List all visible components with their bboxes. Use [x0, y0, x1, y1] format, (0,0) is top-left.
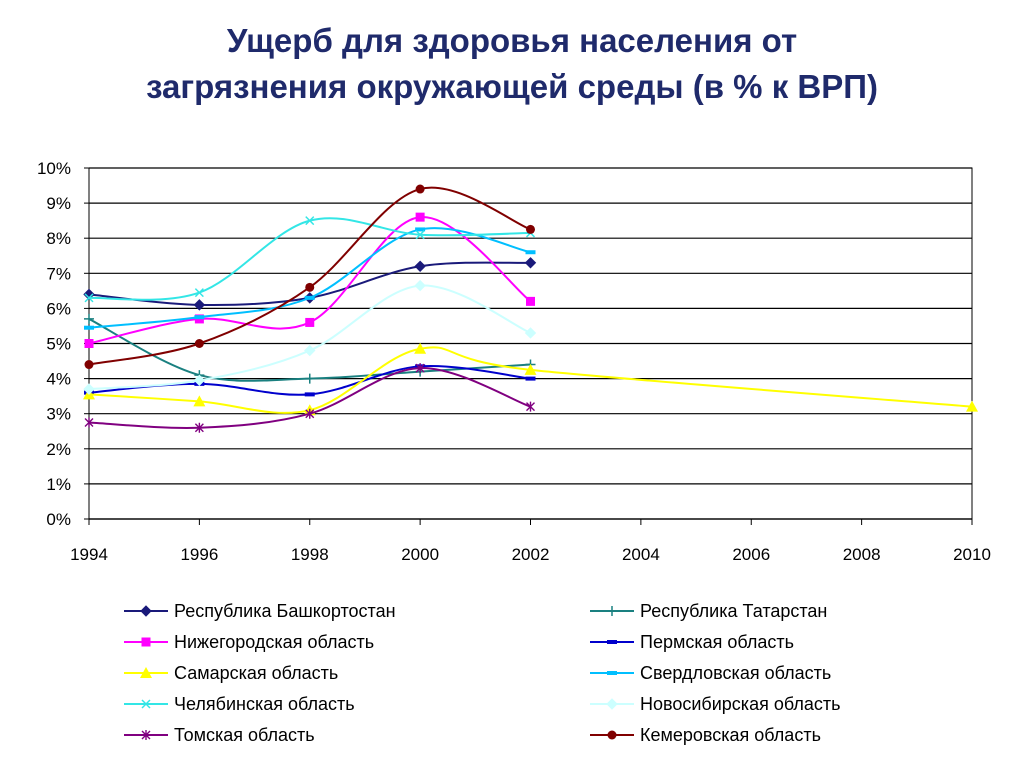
legend-label: Республика Татарстан: [640, 601, 827, 621]
legend-label: Пермская область: [640, 632, 794, 652]
x-tick-label: 2006: [732, 545, 770, 564]
data-point: [607, 671, 617, 675]
data-point: [141, 730, 151, 740]
x-tick-label: 1994: [70, 545, 108, 564]
data-point: [607, 640, 617, 644]
data-point: [84, 313, 94, 324]
data-point: [304, 392, 315, 397]
x-tick-label: 2000: [401, 545, 439, 564]
data-point: [84, 325, 94, 330]
data-point: [305, 408, 315, 419]
data-point: [84, 293, 94, 303]
data-point: [414, 342, 427, 354]
data-point: [526, 224, 535, 234]
data-point: [415, 363, 425, 374]
y-tick-label: 9%: [46, 194, 71, 213]
data-point: [606, 698, 618, 710]
x-tick-label: 1998: [291, 545, 329, 564]
y-tick-label: 6%: [46, 299, 71, 318]
data-point: [525, 376, 536, 381]
x-tick-label: 2004: [622, 545, 660, 564]
data-point: [966, 400, 978, 412]
data-point: [414, 279, 426, 292]
legend-item: Республика Татарстан: [590, 601, 827, 621]
legend-item: Пермская область: [590, 632, 794, 652]
legend-label: Республика Башкортостан: [174, 601, 396, 621]
data-point: [607, 606, 617, 616]
data-point: [84, 360, 94, 370]
x-tick-label: 2002: [512, 545, 550, 564]
data-point: [84, 417, 94, 428]
legend-item: Челябинская область: [124, 694, 355, 714]
data-point: [141, 637, 151, 647]
data-point: [415, 212, 425, 222]
y-tick-label: 7%: [46, 264, 71, 283]
x-tick-label: 2010: [953, 545, 991, 564]
series-8: [83, 279, 537, 395]
data-point: [415, 230, 425, 240]
series-10: [84, 184, 535, 370]
chart-title-line-2: загрязнения окружающей среды (в % к ВРП): [146, 68, 878, 105]
data-point: [305, 282, 315, 292]
x-tick-label: 2008: [843, 545, 881, 564]
legend-item: Нижегородская область: [124, 632, 374, 652]
data-point: [194, 288, 204, 298]
legend-item: Самарская область: [124, 663, 338, 683]
y-tick-label: 3%: [46, 405, 71, 424]
data-point: [305, 216, 315, 226]
series-9: [84, 363, 535, 433]
legend-item: Томская область: [124, 725, 315, 745]
data-point: [526, 296, 535, 306]
data-point: [607, 730, 617, 740]
y-tick-label: 1%: [46, 475, 71, 494]
data-point: [83, 383, 95, 395]
data-point: [194, 339, 204, 348]
data-point: [414, 260, 426, 272]
data-point: [415, 184, 425, 194]
legend-item: Новосибирская область: [590, 694, 841, 714]
legend-label: Томская область: [174, 725, 315, 745]
legend-item: Республика Башкортостан: [124, 601, 396, 621]
data-point: [304, 373, 315, 384]
chart-title-line-1: Ущерб для здоровья населения от: [226, 22, 798, 59]
data-point: [193, 374, 206, 387]
data-point: [304, 295, 315, 300]
legend-label: Челябинская область: [174, 694, 355, 714]
data-point: [194, 315, 205, 320]
legend: Республика Башкортостан Республика Татарс…: [124, 601, 841, 745]
legend-label: Кемеровская область: [640, 725, 821, 745]
chart-title: Ущерб для здоровья населения от загрязне…: [0, 18, 1024, 110]
data-point: [84, 339, 94, 348]
y-tick-label: 5%: [46, 335, 71, 354]
data-point: [140, 667, 152, 678]
data-point: [141, 699, 151, 709]
data-point: [304, 344, 316, 357]
data-point: [193, 395, 206, 407]
legend-item: Свердловская область: [590, 663, 831, 683]
legend-item: Кемеровская область: [590, 725, 821, 745]
series-6: [84, 227, 536, 330]
y-tick-label: 8%: [46, 229, 71, 248]
legend-label: Новосибирская область: [640, 694, 841, 714]
data-point: [305, 317, 315, 327]
data-point: [524, 327, 537, 339]
y-tick-label: 4%: [46, 370, 71, 389]
data-point: [140, 605, 152, 617]
data-point: [415, 227, 426, 232]
y-tick-label: 10%: [37, 159, 71, 178]
data-point: [526, 401, 535, 412]
data-point: [524, 363, 537, 375]
data-point: [194, 422, 204, 433]
legend-label: Свердловская область: [640, 663, 831, 683]
data-point: [193, 299, 206, 311]
x-tick-label: 1996: [180, 545, 218, 564]
y-tick-label: 2%: [46, 440, 71, 459]
legend-label: Нижегородская область: [174, 632, 374, 652]
legend-label: Самарская область: [174, 663, 338, 683]
y-tick-label: 0%: [46, 510, 71, 529]
data-point: [525, 250, 536, 255]
data-point: [524, 257, 537, 269]
